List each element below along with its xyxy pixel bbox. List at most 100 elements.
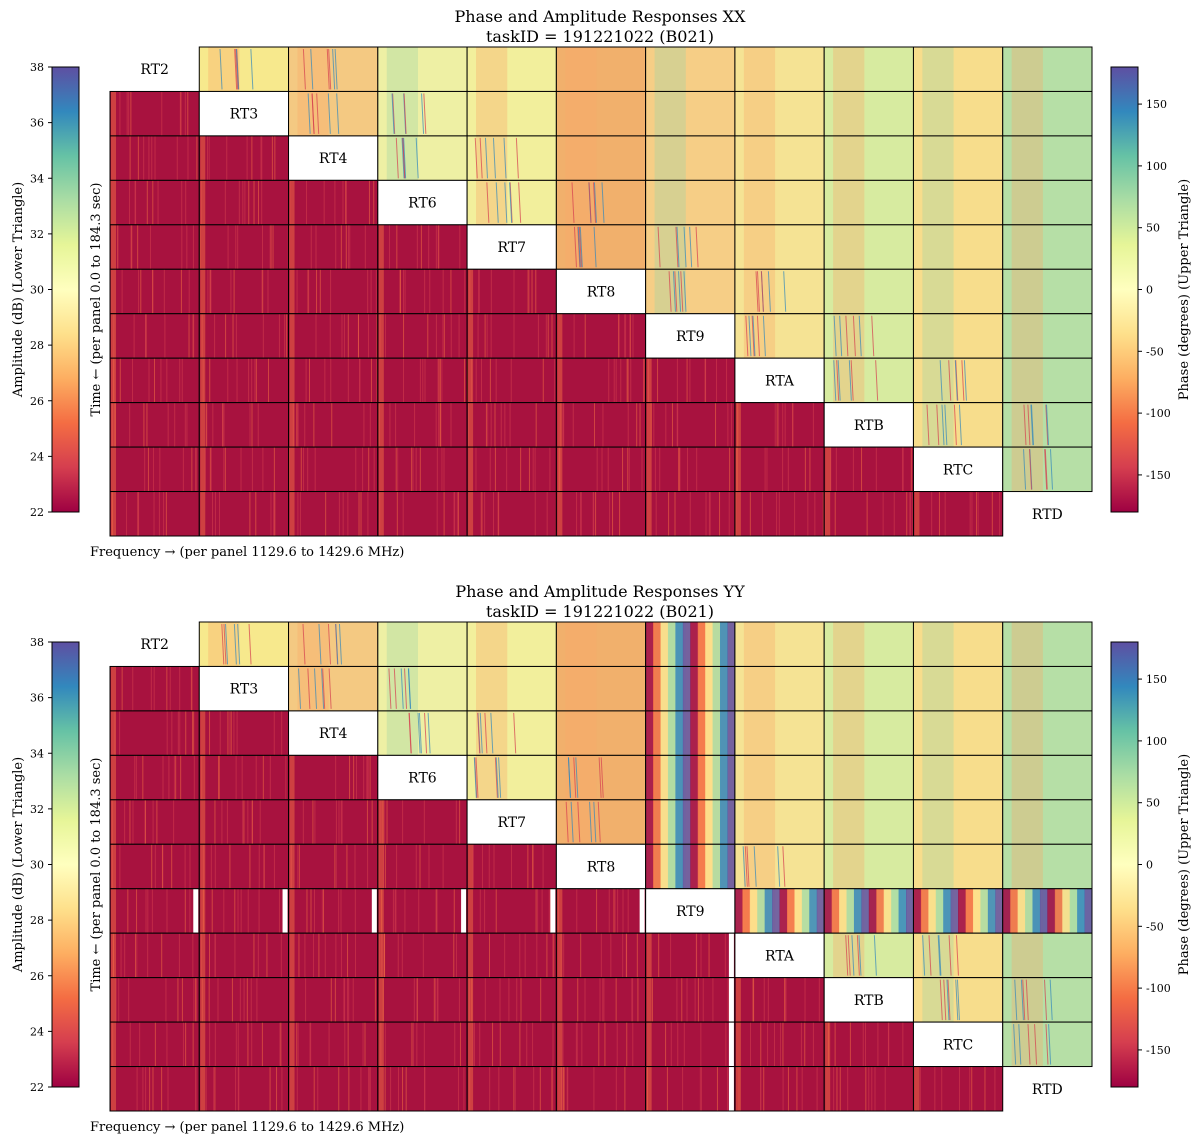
phase-cell-fill	[824, 180, 914, 225]
amplitude-cell-fill	[734, 1022, 825, 1067]
phase-rfi-streak	[235, 48, 239, 90]
phase-wrap-stripe	[675, 844, 684, 889]
phase-band	[1011, 799, 1043, 845]
phase-rfi-streak	[395, 137, 399, 179]
phase-rfi-streak	[509, 182, 513, 223]
phase-wrap-stripe	[653, 622, 662, 667]
phase-cell	[377, 621, 468, 667]
band-edge	[111, 180, 116, 225]
phase-band	[386, 91, 418, 136]
phase-wrap-stripe	[690, 666, 699, 711]
phase-wrap-stripe	[920, 888, 929, 934]
phase-wrap-stripe	[705, 755, 714, 800]
phase-rfi-streak	[573, 757, 577, 798]
phase-rfi-streak	[403, 93, 407, 134]
phase-wrap-stripe	[943, 888, 952, 934]
phase-rfi-streak	[593, 801, 597, 843]
phase-rfi-streak	[234, 48, 238, 90]
phase-wrap-stripe	[727, 755, 736, 800]
antenna-label-rtd: RTD	[1032, 507, 1063, 523]
phase-rfi-streak	[955, 935, 959, 976]
amplitude-cell-fill	[199, 402, 289, 448]
amplitude-cell-fill	[288, 933, 378, 978]
time-axis-label: Time ← (per panel 0.0 to 184.3 sec)	[89, 183, 104, 417]
chart-subtitle: taskID = 191221022 (B021)	[486, 602, 714, 621]
phase-rfi-streak	[746, 846, 750, 887]
phase-cell	[1002, 932, 1093, 979]
phase-band	[743, 180, 776, 225]
amplitude-cell	[288, 1066, 379, 1112]
amplitude-cell	[377, 1021, 468, 1068]
phase-cell-fill	[1002, 224, 1092, 270]
band-edge	[289, 888, 295, 934]
amplitude-tick-label: 24	[30, 450, 44, 463]
phase-cell	[734, 621, 825, 667]
phase-rfi-streak	[756, 271, 760, 312]
amplitude-cell	[109, 357, 200, 404]
phase-cell-fill	[377, 622, 468, 667]
phase-band	[922, 91, 954, 136]
phase-wrap-stripe	[950, 888, 959, 934]
amplitude-cell	[109, 402, 200, 448]
phase-wrap-stripe	[727, 844, 736, 889]
phase-rfi-streak	[475, 757, 479, 798]
phase-band	[1011, 622, 1043, 667]
phase-rfi-streak	[683, 226, 687, 268]
phase-band	[208, 47, 240, 92]
phase-rfi-streak	[318, 623, 322, 665]
phase-wrap-stripe	[690, 622, 699, 667]
antenna-label-rt9: RT9	[676, 329, 705, 345]
amplitude-cell-fill	[645, 977, 735, 1023]
phase-wrap-stripe	[720, 710, 728, 756]
amplitude-cell	[198, 888, 290, 934]
phase-cell	[912, 224, 1004, 270]
phase-rfi-streak	[961, 360, 965, 401]
band-edge	[735, 447, 741, 492]
band-edge	[111, 269, 116, 314]
phase-wrap-stripe	[831, 888, 840, 934]
phase-rfi-streak	[782, 846, 786, 887]
phase-rfi-streak	[593, 226, 597, 268]
diagonal-cell	[466, 799, 557, 845]
phase-rfi-streak	[851, 935, 855, 976]
phase-cell-fill	[734, 755, 825, 800]
band-edge	[646, 491, 652, 536]
phase-rfi-streak	[1048, 1024, 1052, 1065]
phase-cell-fill	[1002, 91, 1092, 136]
phase-wrap-stripe	[1017, 888, 1026, 934]
phase-wrap-stripe	[682, 710, 691, 756]
chart-subtitle: taskID = 191221022 (B021)	[486, 27, 714, 46]
phase-band	[476, 180, 508, 225]
amplitude-cell	[377, 799, 468, 845]
phase-cell	[466, 46, 557, 92]
phase-band	[743, 135, 776, 181]
amplitude-cell-fill	[377, 491, 468, 536]
amplitude-cell	[734, 1066, 825, 1112]
flagged-channel	[282, 888, 288, 934]
amplitude-cell-fill	[199, 135, 289, 181]
diagonal-cell	[466, 224, 557, 270]
amplitude-cell-fill	[913, 491, 1003, 536]
phase-rfi-streak	[1049, 449, 1053, 490]
band-edge	[111, 888, 116, 934]
phase-cell-fill	[913, 224, 1003, 270]
amplitude-cell	[377, 357, 468, 404]
band-edge	[468, 269, 474, 314]
band-edge	[111, 710, 116, 756]
band-edge	[111, 402, 116, 448]
phase-cell	[912, 932, 1004, 979]
amplitude-cell	[288, 313, 379, 359]
phase-band	[833, 799, 865, 845]
phase-rfi-streak	[858, 935, 862, 976]
phase-band	[654, 180, 686, 225]
phase-cell-fill	[199, 622, 289, 667]
amplitude-cell	[912, 491, 1004, 537]
phase-wrap-stripe	[645, 710, 654, 756]
band-edge	[468, 313, 474, 359]
flagged-channel	[728, 933, 734, 978]
phase-wrap-stripe	[675, 799, 684, 845]
band-edge	[289, 1066, 295, 1111]
amplitude-cell	[198, 446, 290, 493]
band-edge	[200, 135, 206, 181]
phase-wrap-stripe	[720, 755, 728, 800]
